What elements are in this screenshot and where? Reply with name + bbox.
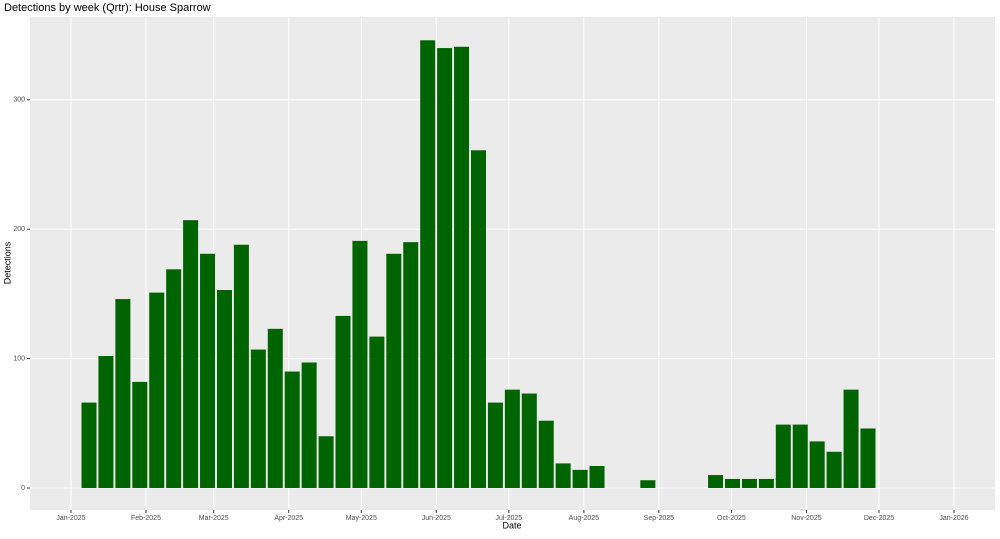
x-tick-label: Jan-2025: [56, 515, 85, 522]
y-axis-label: Detections: [2, 241, 12, 284]
bar: [352, 240, 368, 489]
bar: [267, 328, 283, 489]
bar: [132, 381, 148, 489]
bar: [521, 393, 537, 489]
x-tick-label: Aug-2025: [569, 515, 599, 522]
bar: [470, 150, 486, 489]
bar: [183, 220, 199, 489]
bar: [386, 253, 402, 489]
y-tick-label: 200: [13, 226, 25, 233]
bar: [504, 389, 520, 489]
bar: [809, 441, 825, 489]
bar: [555, 463, 571, 489]
bar: [149, 292, 165, 489]
bar: [589, 466, 605, 489]
bar: [572, 469, 588, 489]
bar: [487, 402, 503, 489]
bar: [115, 299, 131, 489]
y-tick-label: 100: [13, 355, 25, 362]
x-tick-label: Feb-2025: [131, 515, 161, 522]
bar: [741, 478, 757, 489]
x-tick-label: Jul-2025: [495, 515, 522, 522]
x-tick-label: Dec-2025: [864, 515, 894, 522]
bar: [335, 315, 351, 489]
bar: [758, 478, 774, 489]
bar: [860, 428, 876, 489]
x-tick-label: May-2025: [346, 515, 377, 522]
x-axis-label: Date: [502, 520, 521, 530]
x-tick-label: Sep-2025: [644, 515, 674, 522]
bar: [98, 356, 114, 489]
x-tick-label: Jan-2026: [939, 515, 968, 522]
bar: [166, 269, 182, 489]
bar: [437, 48, 453, 489]
bar: [826, 451, 842, 489]
bar: [708, 475, 724, 489]
bar: [216, 290, 232, 489]
y-tick-label: 300: [13, 97, 25, 104]
bar: [843, 389, 859, 489]
bar: [233, 244, 249, 489]
bar: [775, 424, 791, 489]
bar: [725, 478, 741, 489]
bar: [301, 362, 317, 489]
bar: [640, 480, 656, 489]
y-tick-label: 0: [21, 485, 25, 492]
x-tick-label: Mar-2025: [199, 515, 229, 522]
bar: [792, 424, 808, 489]
x-tick-label: Jun-2025: [422, 515, 451, 522]
bar: [250, 349, 266, 489]
bar: [81, 402, 97, 489]
x-tick-label: Apr-2025: [274, 515, 303, 522]
x-tick-label: Nov-2025: [791, 515, 821, 522]
chart-title: Detections by week (Qrtr): House Sparrow: [4, 2, 211, 14]
bar: [200, 253, 216, 489]
bar: [318, 436, 334, 489]
bar: [403, 242, 419, 489]
bar: [454, 46, 470, 489]
bar: [538, 420, 554, 489]
bar: [369, 336, 385, 489]
bar: [284, 371, 300, 489]
x-tick-label: Oct-2025: [717, 515, 746, 522]
bar: [420, 40, 436, 489]
